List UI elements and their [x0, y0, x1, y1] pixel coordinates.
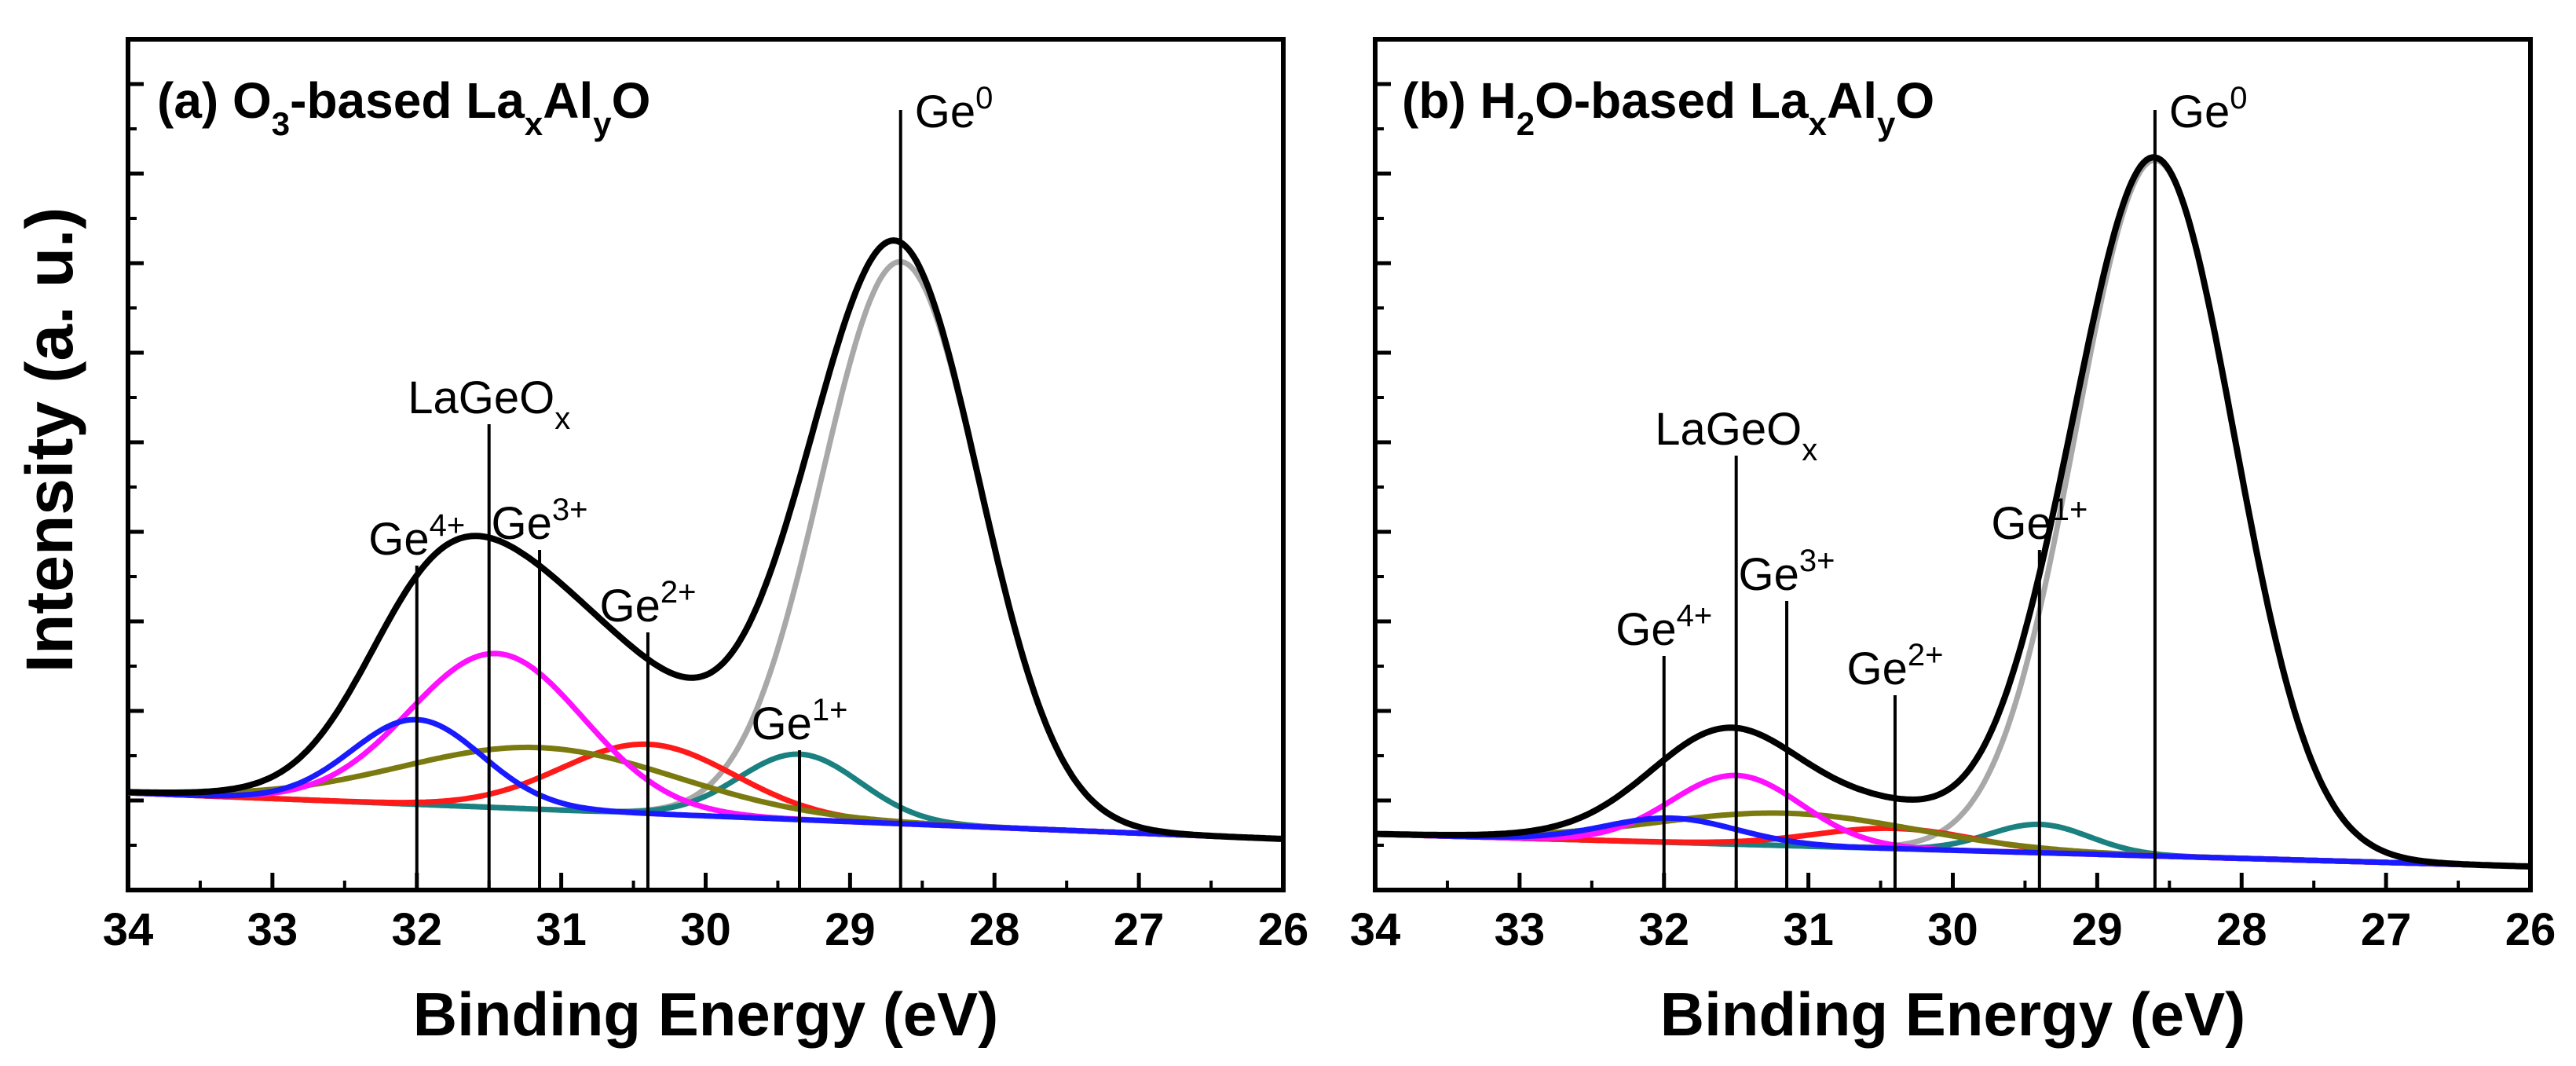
component-curve-ge4plus [128, 716, 1283, 842]
panel-title: (b) H2O-based LaxAlyO [1402, 72, 1934, 142]
peak-label-sup: 3+ [1799, 544, 1835, 578]
panel-title-part: (b) H [1402, 72, 1517, 129]
y-axis-label: Intensity (a. u.) [13, 207, 86, 673]
panel-title-part: y [593, 105, 612, 142]
panel-title-part: 2 [1517, 105, 1535, 142]
x-tick-label: 27 [1114, 904, 1165, 955]
peak-label: Ge1+ [1991, 493, 2088, 549]
x-tick-label: 28 [2216, 904, 2267, 955]
component-curve-ge4plus [1375, 815, 2530, 870]
peak-label: Ge2+ [599, 575, 696, 632]
peak-label: Ge3+ [1739, 544, 1835, 600]
peak-label-base: LaGeO [1655, 404, 1802, 455]
x-tick-label: 34 [1350, 904, 1401, 955]
envelope-curve [128, 237, 1283, 842]
x-tick-label: 26 [2505, 904, 2556, 955]
peak-label-sup: 0 [2230, 81, 2247, 115]
panel-title-part: x [1809, 105, 1828, 142]
peak-label-sup: 2+ [1908, 638, 1944, 672]
x-tick-label: 32 [1638, 904, 1689, 955]
peak-label: LaGeOx [1655, 404, 1817, 467]
x-axis-label: Binding Energy (eV) [1660, 980, 2245, 1049]
x-tick-label: 30 [1927, 904, 1978, 955]
panel-title-part: O [1895, 72, 1934, 129]
panel-title: (a) O3-based LaxAlyO [157, 72, 650, 142]
panel-title-part: -based La [290, 72, 525, 129]
x-tick-label: 34 [103, 904, 154, 955]
panel-title-part: Al [1827, 72, 1877, 129]
x-tick-label: 30 [680, 904, 731, 955]
panel-title-part: y [1877, 105, 1896, 142]
curves [128, 237, 1283, 842]
peak-label: Ge2+ [1846, 638, 1943, 694]
peak-label: Ge0 [2169, 81, 2248, 137]
peak-label-base: Ge [1991, 498, 2051, 549]
peak-label-base: LaGeO [408, 372, 554, 423]
x-tick-label: 32 [391, 904, 442, 955]
peak-label: Ge1+ [752, 693, 848, 749]
x-tick-label: 33 [247, 904, 298, 955]
x-tick-label: 33 [1495, 904, 1546, 955]
peak-label-sup: 4+ [430, 508, 466, 543]
peak-label-base: Ge [599, 581, 660, 632]
curves [1375, 154, 2530, 870]
peak-label: LaGeOx [408, 372, 570, 436]
panel-b: 34 33 32 31 30 29 28 27 26 Binding Energy (eV) (b)… [1350, 37, 2556, 1049]
x-tick-label: 29 [825, 904, 876, 955]
peak-label-base: Ge [368, 514, 429, 565]
peak-label: Ge3+ [492, 493, 588, 549]
panel-title-part: (a) O [157, 72, 272, 129]
x-tick-label: 31 [536, 904, 587, 955]
peak-label-sup: 2+ [660, 575, 697, 610]
peak-label-base: Ge [1615, 604, 1676, 655]
peak-label-base: Ge [492, 498, 552, 549]
peak-label: Ge4+ [368, 508, 465, 565]
peak-label-sup: 0 [975, 81, 993, 115]
panel-title-part: O [612, 72, 651, 129]
x-tick-label: 31 [1783, 904, 1834, 955]
x-tick-label: 29 [2072, 904, 2123, 955]
peak-label-base: Ge [915, 86, 975, 137]
peak-label-sub: x [554, 401, 570, 436]
peak-label-sup: 3+ [552, 493, 588, 527]
x-tick-label: 26 [1258, 904, 1309, 955]
peak-label-sup: 1+ [2052, 493, 2088, 527]
peak-label-sub: x [1802, 433, 1817, 467]
panel-title-part: Al [543, 72, 593, 129]
peak-label-base: Ge [1739, 549, 1799, 600]
peak-label-base: Ge [1846, 643, 1907, 694]
x-axis-label: Binding Energy (eV) [413, 980, 998, 1049]
x-tick-label: 28 [969, 904, 1020, 955]
peak-label-base: Ge [752, 698, 812, 749]
panel-title-part: 3 [272, 105, 290, 142]
peak-label: Ge0 [915, 81, 993, 137]
peak-label-sup: 1+ [812, 693, 848, 727]
peak-label-base: Ge [2169, 86, 2230, 137]
panel-title-part: x [525, 105, 543, 142]
envelope-curve [1375, 154, 2530, 870]
peak-label: Ge4+ [1615, 599, 1712, 655]
panel-title-part: O-based La [1535, 72, 1809, 129]
x-tick-label: 27 [2361, 904, 2412, 955]
peak-label-sup: 4+ [1677, 599, 1713, 633]
